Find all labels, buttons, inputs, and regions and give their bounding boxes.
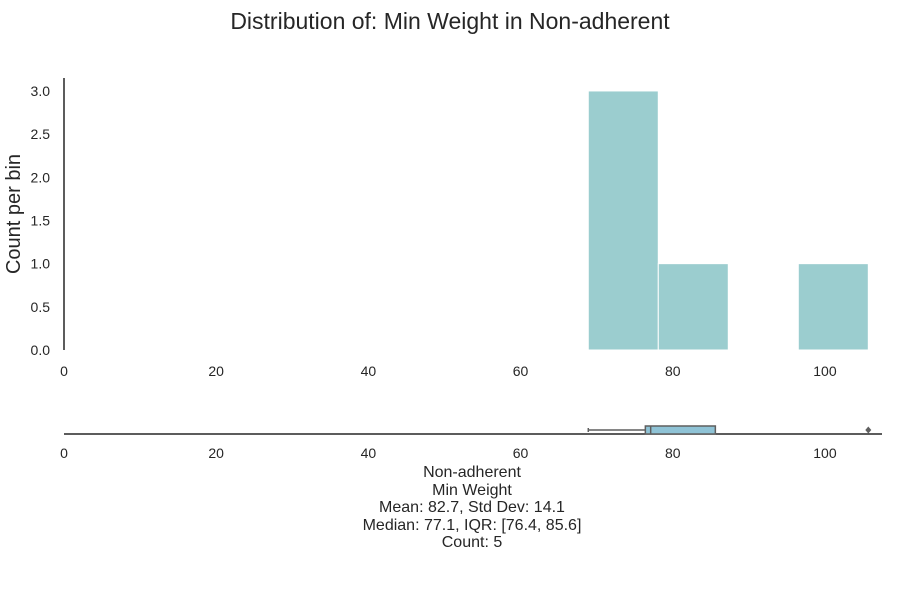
histogram-bar [587, 90, 659, 351]
histogram-bars [587, 90, 869, 351]
boxplot-box [644, 425, 717, 435]
x-tick-label: 40 [361, 363, 377, 379]
x-axis-ticks: 0 20 40 60 80 100 [60, 363, 837, 379]
caption-mean: Mean: 82.7, Std Dev: 14.1 [379, 499, 565, 516]
y-tick-label: 0.0 [31, 342, 51, 358]
caption-variable: Min Weight [432, 481, 512, 499]
boxplot-x-tick-label: 60 [513, 445, 529, 461]
summary-caption: Non-adherent Min Weight Mean: 82.7, Std … [172, 464, 772, 552]
x-tick-label: 0 [60, 363, 68, 379]
boxplot-x-tick-label: 0 [60, 445, 68, 461]
histogram-bar [657, 263, 729, 351]
caption-group: Non-adherent [423, 464, 521, 481]
caption-count: Count: 5 [441, 534, 503, 551]
x-tick-label: 60 [513, 363, 529, 379]
boxplot-x-tick-label: 20 [208, 445, 224, 461]
y-tick-label: 3.0 [31, 83, 51, 99]
y-axis-ticks: 0.0 0.5 1.0 1.5 2.0 2.5 3.0 [31, 83, 51, 358]
y-axis-label: Count per bin [3, 154, 25, 274]
chart-title: Distribution of: Min Weight in Non-adher… [230, 8, 670, 34]
y-tick-label: 0.5 [31, 299, 51, 315]
y-tick-label: 1.0 [31, 256, 51, 272]
boxplot-x-tick-label: 40 [361, 445, 377, 461]
y-tick-label: 2.5 [31, 126, 51, 142]
boxplot-x-tick-label: 100 [813, 445, 837, 461]
caption-median: Median: 77.1, IQR: [76.4, 85.6] [362, 516, 582, 534]
x-tick-label: 100 [813, 363, 837, 379]
y-tick-label: 2.0 [31, 169, 51, 185]
boxplot-outlier [865, 426, 872, 434]
x-tick-label: 20 [208, 363, 224, 379]
boxplot-x-axis-ticks: 0 20 40 60 80 100 [60, 445, 837, 461]
histogram-bar [797, 263, 869, 351]
x-tick-label: 80 [665, 363, 681, 379]
boxplot [587, 425, 872, 435]
y-tick-label: 1.5 [31, 212, 51, 228]
boxplot-x-tick-label: 80 [665, 445, 681, 461]
